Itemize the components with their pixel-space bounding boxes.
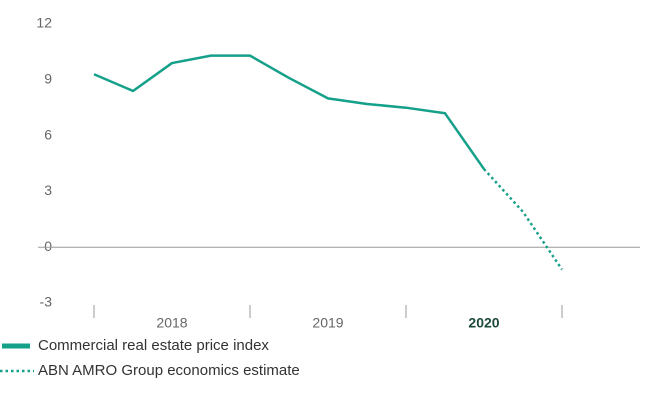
x-tick-label: 2019 [312,315,343,331]
y-tick-label: 3 [44,182,52,198]
x-tick-label: 2018 [156,315,187,331]
legend: Commercial real estate price index ABN AM… [0,337,300,379]
y-tick-label: 9 [44,71,52,87]
legend-label: ABN AMRO Group economics estimate [38,362,300,379]
x-tick-label: 2020 [468,315,499,331]
series-line [93,54,486,170]
legend-label: Commercial real estate price index [38,337,269,354]
y-tick-label: 0 [44,238,52,254]
series-line [483,168,564,271]
y-tick-label: 6 [44,126,52,142]
y-tick-label: 12 [36,15,52,31]
y-tick-label: -3 [40,294,53,310]
